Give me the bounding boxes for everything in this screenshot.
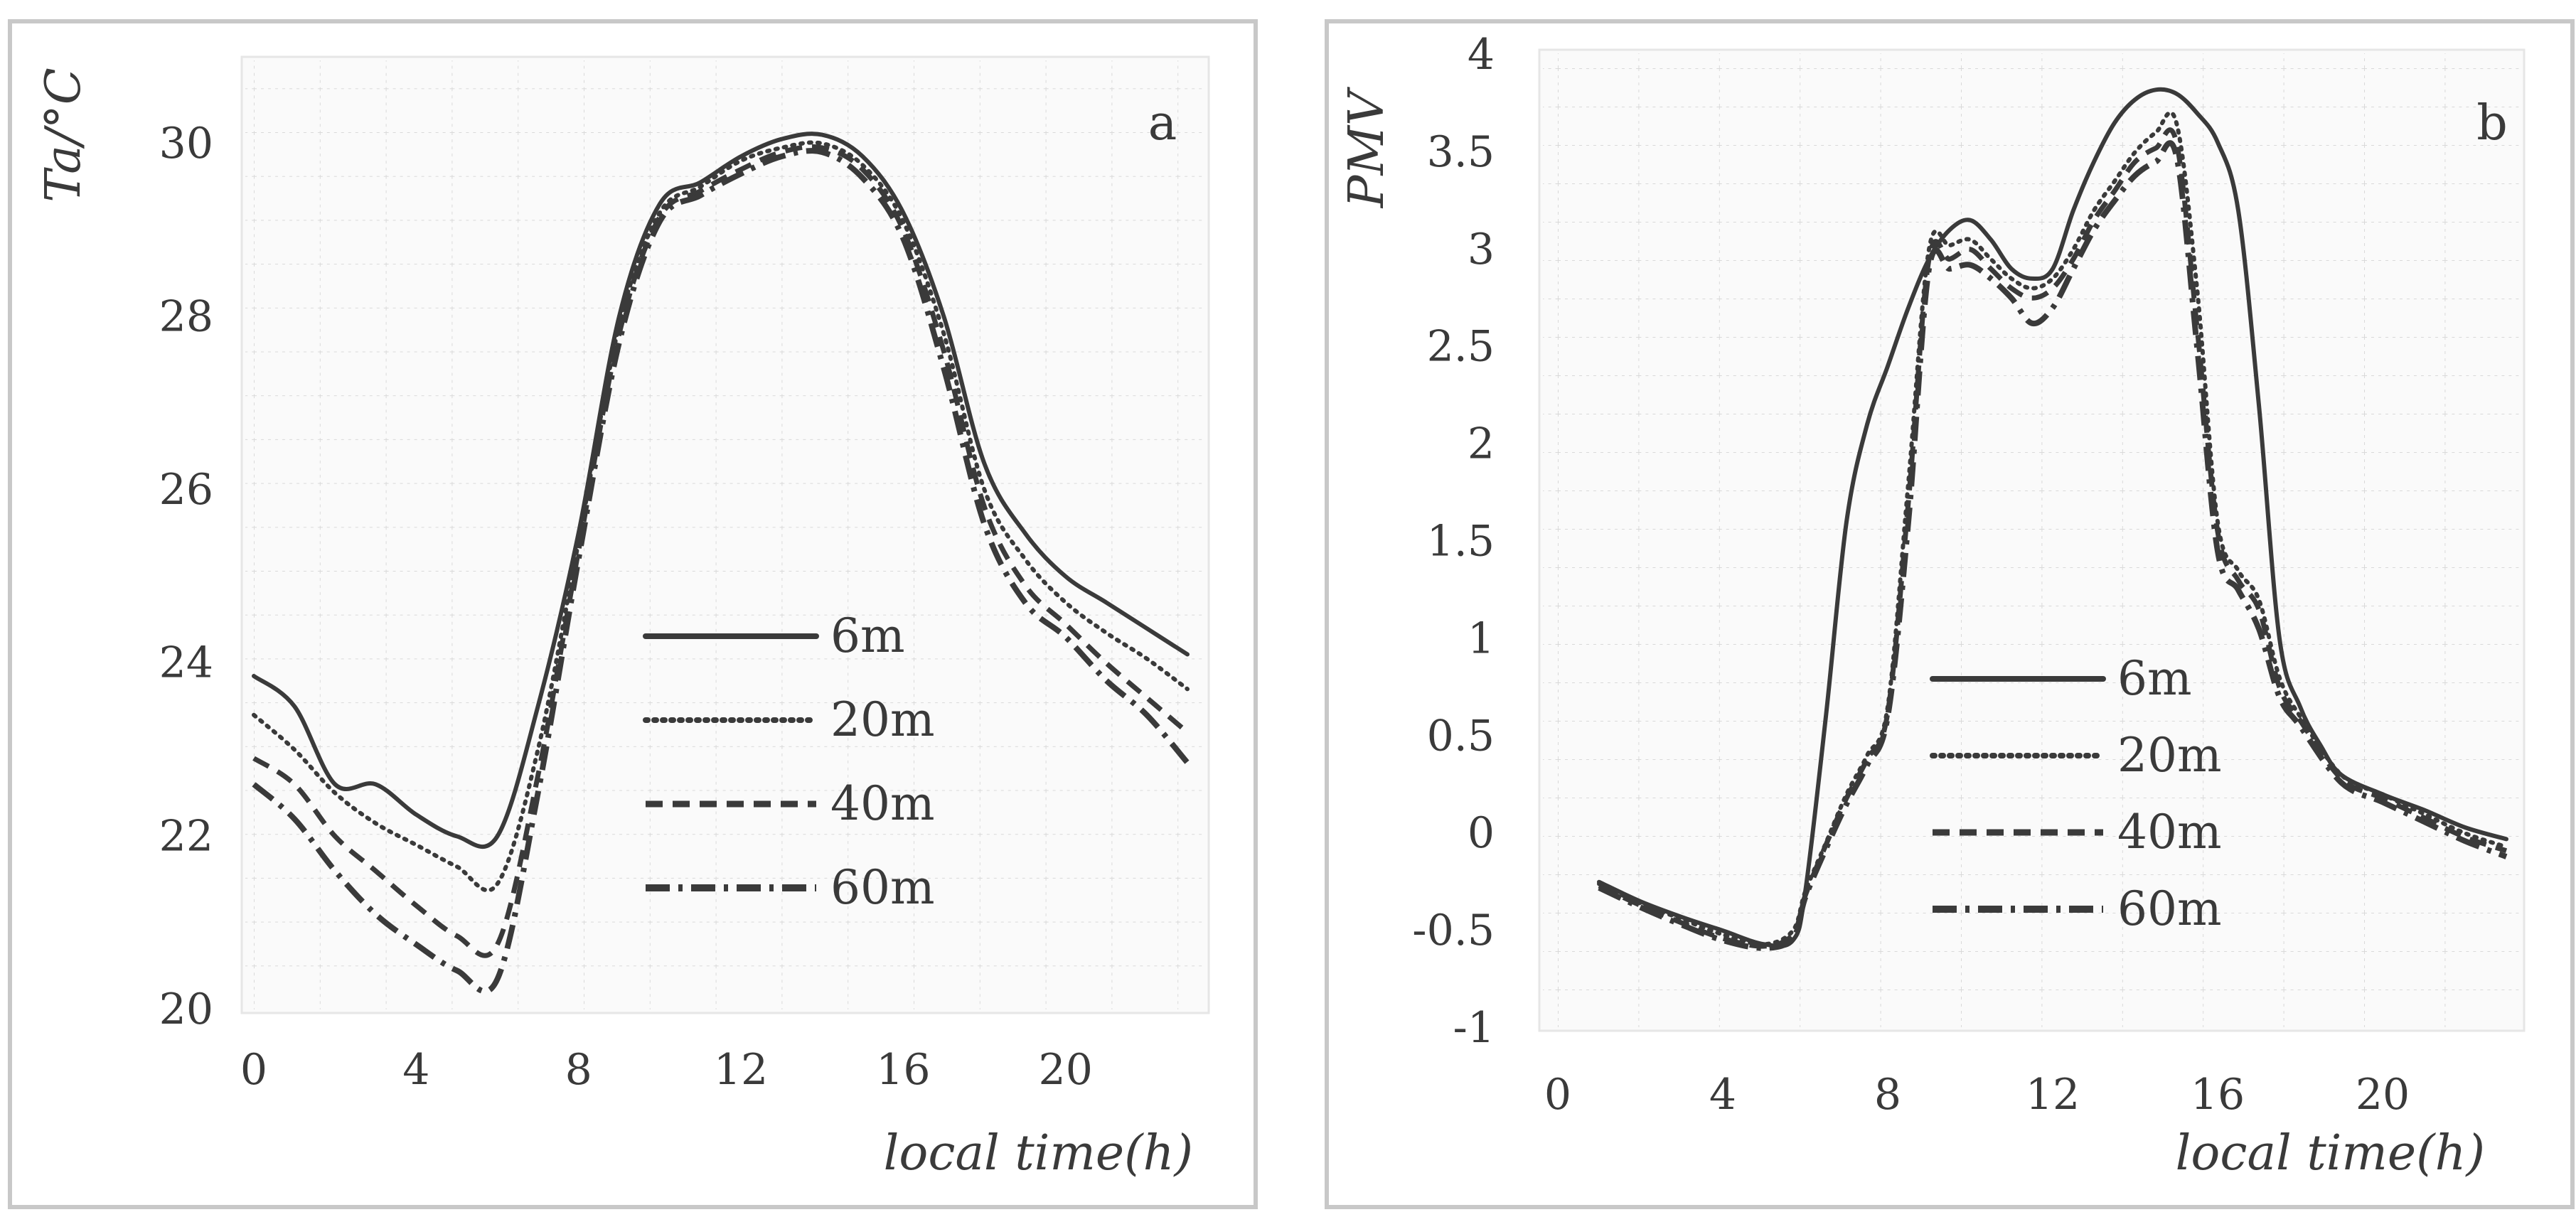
panel-b: 0 4 8 12 16 20 -1 -0.5 0 0.5 1 1.5 2 2.5 3 3.5 4 6m 20m 40m… <box>1325 19 2575 1209</box>
panel-b-gridlines <box>1543 53 2521 1027</box>
legend-label-6m: 6m <box>2117 651 2192 706</box>
y-tick-label: 26 <box>159 465 213 515</box>
y-tick-label: 3.5 <box>1427 127 1495 177</box>
panel-a-y-axis-title: Ta/°C <box>36 68 92 203</box>
x-tick-label: 0 <box>240 1045 267 1095</box>
series-line-6m <box>252 132 1190 849</box>
x-tick-label: 12 <box>714 1045 768 1095</box>
y-tick-label: 0 <box>1468 808 1495 858</box>
panel-b-y-axis-title: PMV <box>1339 87 1395 209</box>
legend-label-6m: 6m <box>830 608 905 663</box>
x-tick-label: 0 <box>1544 1070 1571 1120</box>
x-tick-label: 8 <box>1874 1070 1901 1120</box>
panel-b-label: b <box>2476 95 2508 151</box>
series-line-60m <box>252 148 1190 994</box>
legend-label-20m: 20m <box>830 692 935 747</box>
x-tick-label: 4 <box>1709 1070 1736 1120</box>
panel-b-x-axis-title: local time(h) <box>2176 1125 2485 1181</box>
y-tick-label: -0.5 <box>1412 906 1495 955</box>
y-tick-label: 4 <box>1468 30 1495 80</box>
legend-label-40m: 40m <box>830 776 935 831</box>
panel-a-label: a <box>1148 95 1177 151</box>
y-tick-label: 2 <box>1468 419 1495 469</box>
y-tick-label: 22 <box>159 811 213 861</box>
legend-label-60m: 60m <box>2117 881 2222 936</box>
y-tick-label: 3 <box>1468 225 1495 274</box>
panel-b-frame <box>1325 19 2575 1209</box>
x-tick-label: 12 <box>2026 1070 2080 1120</box>
x-tick-label: 20 <box>1039 1045 1093 1095</box>
series-line-40m <box>252 144 1190 958</box>
y-tick-label: 28 <box>159 291 213 341</box>
panel-a-gridlines <box>245 60 1205 1009</box>
y-tick-label: 20 <box>159 985 213 1034</box>
panel-a: 0 4 8 12 16 20 20 22 24 26 28 30 6m 20m 40m 60m a Ta/°C… <box>8 19 1258 1209</box>
y-tick-label: 1.5 <box>1427 517 1495 567</box>
y-tick-label: 24 <box>159 638 213 688</box>
panel-a-x-axis-title: local time(h) <box>884 1125 1193 1181</box>
y-tick-label: 2.5 <box>1427 322 1495 372</box>
y-tick-label: 30 <box>159 119 213 168</box>
legend-label-60m: 60m <box>830 860 935 915</box>
legend-label-20m: 20m <box>2117 728 2222 783</box>
y-tick-label: -1 <box>1453 1003 1495 1053</box>
series-line-6m <box>1597 87 2508 948</box>
x-tick-label: 20 <box>2356 1070 2410 1120</box>
series-line-60m <box>1598 140 2508 951</box>
panel-b-chart: 0 4 8 12 16 20 -1 -0.5 0 0.5 1 1.5 2 2.5 3 3.5 4 6m 20m 40m… <box>1412 30 2508 1120</box>
y-tick-label: 1 <box>1468 613 1495 663</box>
series-line-40m <box>1598 127 2508 949</box>
x-tick-label: 16 <box>876 1045 930 1095</box>
x-tick-label: 16 <box>2191 1070 2245 1120</box>
panel-a-frame <box>8 19 1258 1209</box>
panel-a-chart: 0 4 8 12 16 20 20 22 24 26 28 30 6m 20m 40m 60m <box>159 119 1190 1095</box>
legend-label-40m: 40m <box>2117 805 2222 859</box>
x-tick-label: 4 <box>402 1045 429 1095</box>
series-line-20m <box>252 140 1190 893</box>
y-tick-label: 0.5 <box>1427 711 1495 761</box>
x-tick-label: 8 <box>565 1045 592 1095</box>
